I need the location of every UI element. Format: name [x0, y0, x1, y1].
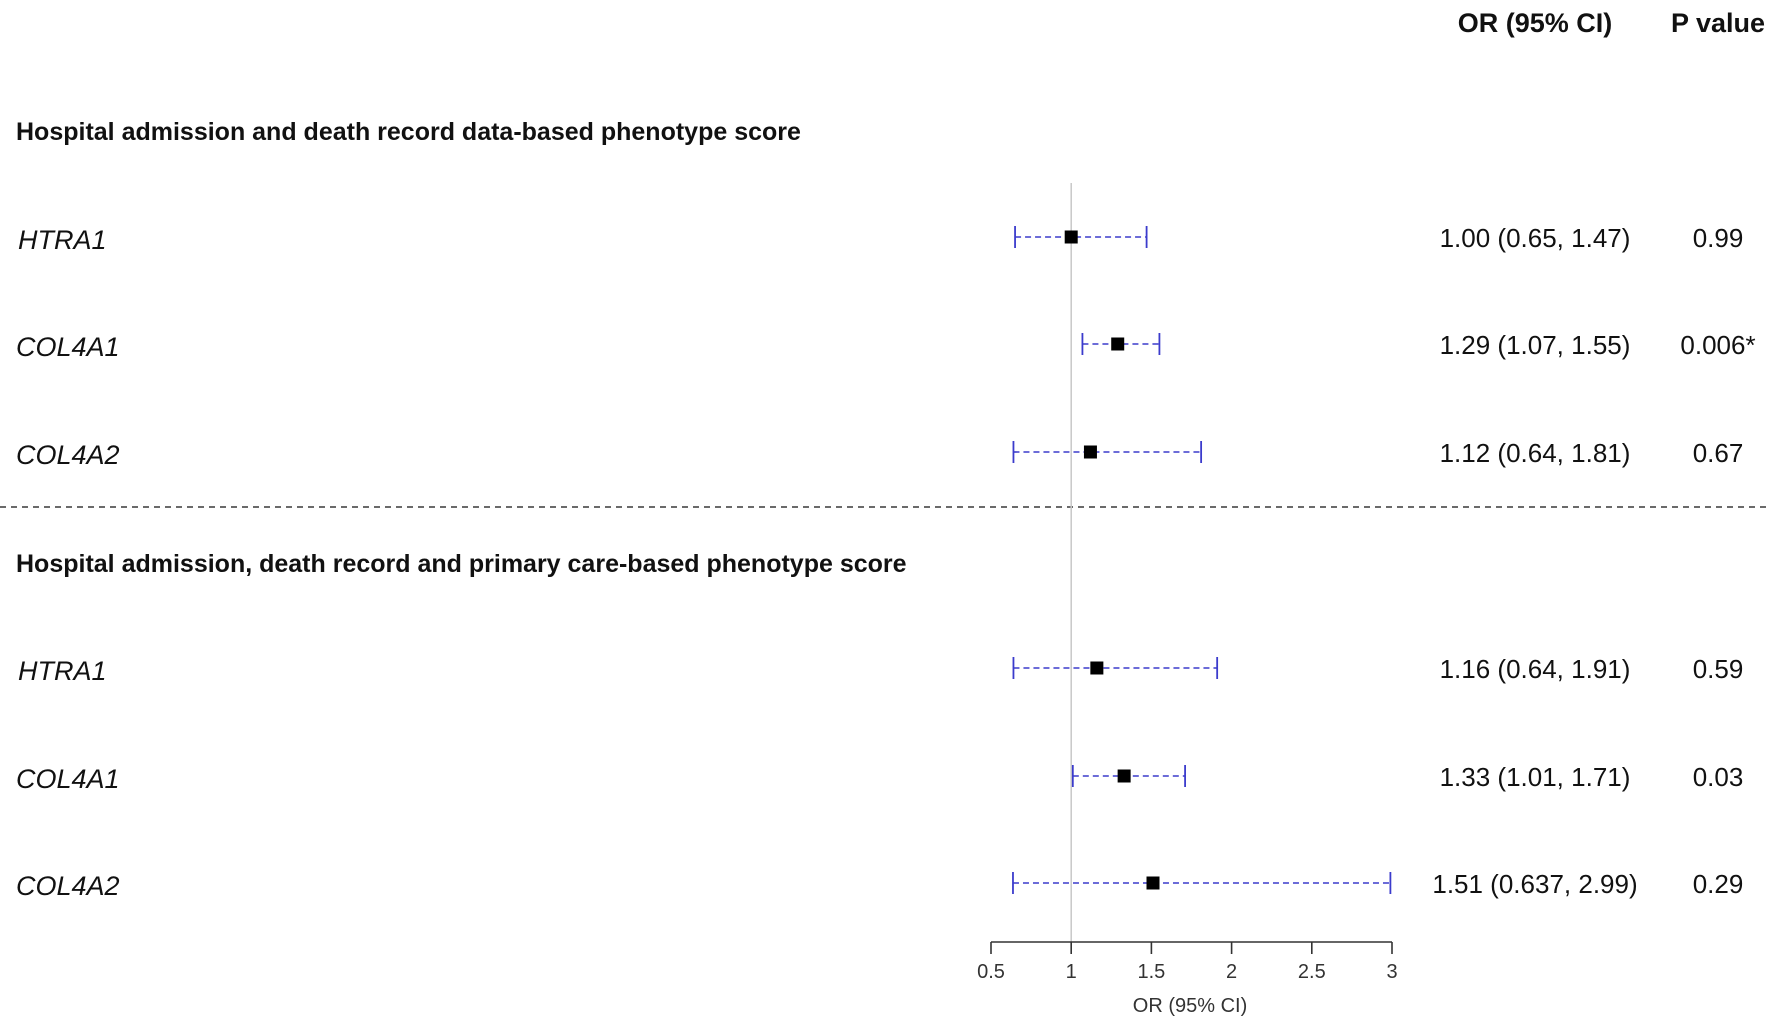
x-tick-label: 2.5: [1298, 961, 1326, 983]
p-value: 0.99: [1693, 223, 1744, 253]
point-marker: [1117, 769, 1131, 783]
or-ci-value: 1.00 (0.65, 1.47): [1440, 223, 1631, 253]
p-value-column-header: P value: [1671, 8, 1765, 38]
point-marker: [1083, 445, 1097, 459]
gene-label: COL4A2: [16, 871, 120, 901]
or-ci-value: 1.33 (1.01, 1.71): [1440, 762, 1631, 792]
point-marker: [1146, 876, 1160, 890]
section-2-rows: HTRA1 1.16 (0.64, 1.91) 0.59 COL4A1 1.33…: [16, 654, 1743, 901]
row-s1-htra1: HTRA1 1.00 (0.65, 1.47) 0.99: [18, 223, 1743, 255]
row-s1-col4a1: COL4A1 1.29 (1.07, 1.55) 0.006*: [16, 330, 1756, 362]
p-value: 0.29: [1693, 869, 1744, 899]
x-tick-label: 2: [1226, 961, 1237, 983]
point-marker: [1090, 661, 1104, 675]
p-value: 0.03: [1693, 762, 1744, 792]
x-axis-label: OR (95% CI): [1133, 995, 1247, 1016]
p-value: 0.59: [1693, 654, 1744, 684]
p-value: 0.67: [1693, 438, 1744, 468]
row-s2-htra1: HTRA1 1.16 (0.64, 1.91) 0.59: [18, 654, 1743, 686]
section-title-1: Hospital admission and death record data…: [16, 118, 801, 146]
or-ci-column-header: OR (95% CI): [1458, 8, 1613, 38]
x-tick-label: 3: [1386, 961, 1397, 983]
gene-label: HTRA1: [18, 225, 107, 255]
row-s2-col4a1: COL4A1 1.33 (1.01, 1.71) 0.03: [16, 762, 1743, 794]
row-s2-col4a2: COL4A2 1.51 (0.637, 2.99) 0.29: [16, 869, 1743, 901]
point-marker: [1064, 230, 1078, 244]
gene-label: COL4A1: [16, 764, 120, 794]
section-title-2: Hospital admission, death record and pri…: [16, 550, 907, 578]
section-1-rows: HTRA1 1.00 (0.65, 1.47) 0.99 COL4A1 1.29…: [16, 223, 1756, 470]
x-tick-label: 1: [1066, 961, 1077, 983]
x-tick-label: 1.5: [1137, 961, 1165, 983]
gene-label: COL4A1: [16, 332, 120, 362]
x-tick-label: 0.5: [977, 961, 1005, 983]
or-ci-value: 1.29 (1.07, 1.55): [1440, 330, 1631, 360]
gene-label: COL4A2: [16, 440, 120, 470]
x-axis: 0.5 1 1.5 2 2.5 3: [977, 941, 1398, 983]
or-ci-value: 1.12 (0.64, 1.81): [1440, 438, 1631, 468]
point-marker: [1111, 337, 1125, 351]
or-ci-value: 1.51 (0.637, 2.99): [1432, 869, 1637, 899]
gene-label: HTRA1: [18, 656, 107, 686]
or-ci-value: 1.16 (0.64, 1.91): [1440, 654, 1631, 684]
row-s1-col4a2: COL4A2 1.12 (0.64, 1.81) 0.67: [16, 438, 1743, 470]
p-value: 0.006*: [1680, 330, 1755, 360]
